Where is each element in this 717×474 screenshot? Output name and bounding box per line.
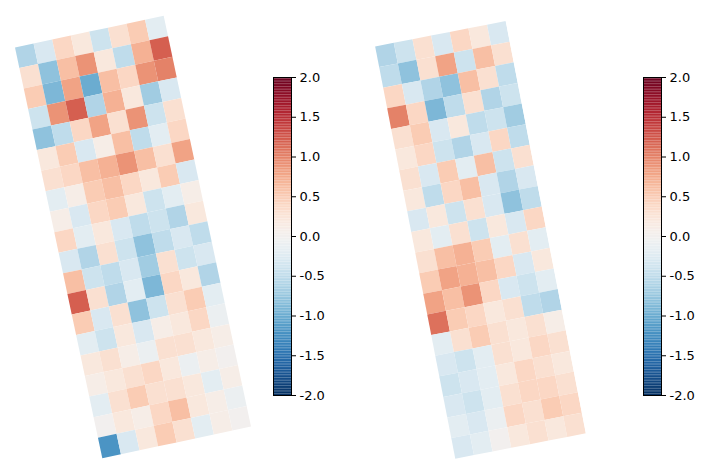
svg-text:0.5: 0.5: [300, 189, 321, 204]
svg-text:1.5: 1.5: [670, 109, 691, 124]
svg-text:0.0: 0.0: [670, 229, 691, 244]
svg-text:-2.0: -2.0: [670, 388, 695, 403]
svg-text:-0.5: -0.5: [670, 268, 695, 283]
svg-text:-2.0: -2.0: [300, 388, 325, 403]
svg-text:1.5: 1.5: [300, 109, 321, 124]
svg-text:2.0: 2.0: [300, 70, 321, 85]
svg-text:0.5: 0.5: [670, 189, 691, 204]
svg-text:0.0: 0.0: [300, 229, 321, 244]
svg-text:-1.5: -1.5: [670, 348, 695, 363]
svg-text:-1.0: -1.0: [300, 308, 325, 323]
svg-text:-1.0: -1.0: [670, 308, 695, 323]
svg-text:1.0: 1.0: [300, 149, 321, 164]
svg-text:-1.5: -1.5: [300, 348, 325, 363]
svg-text:1.0: 1.0: [670, 149, 691, 164]
svg-text:2.0: 2.0: [670, 70, 691, 85]
svg-text:-0.5: -0.5: [300, 268, 325, 283]
